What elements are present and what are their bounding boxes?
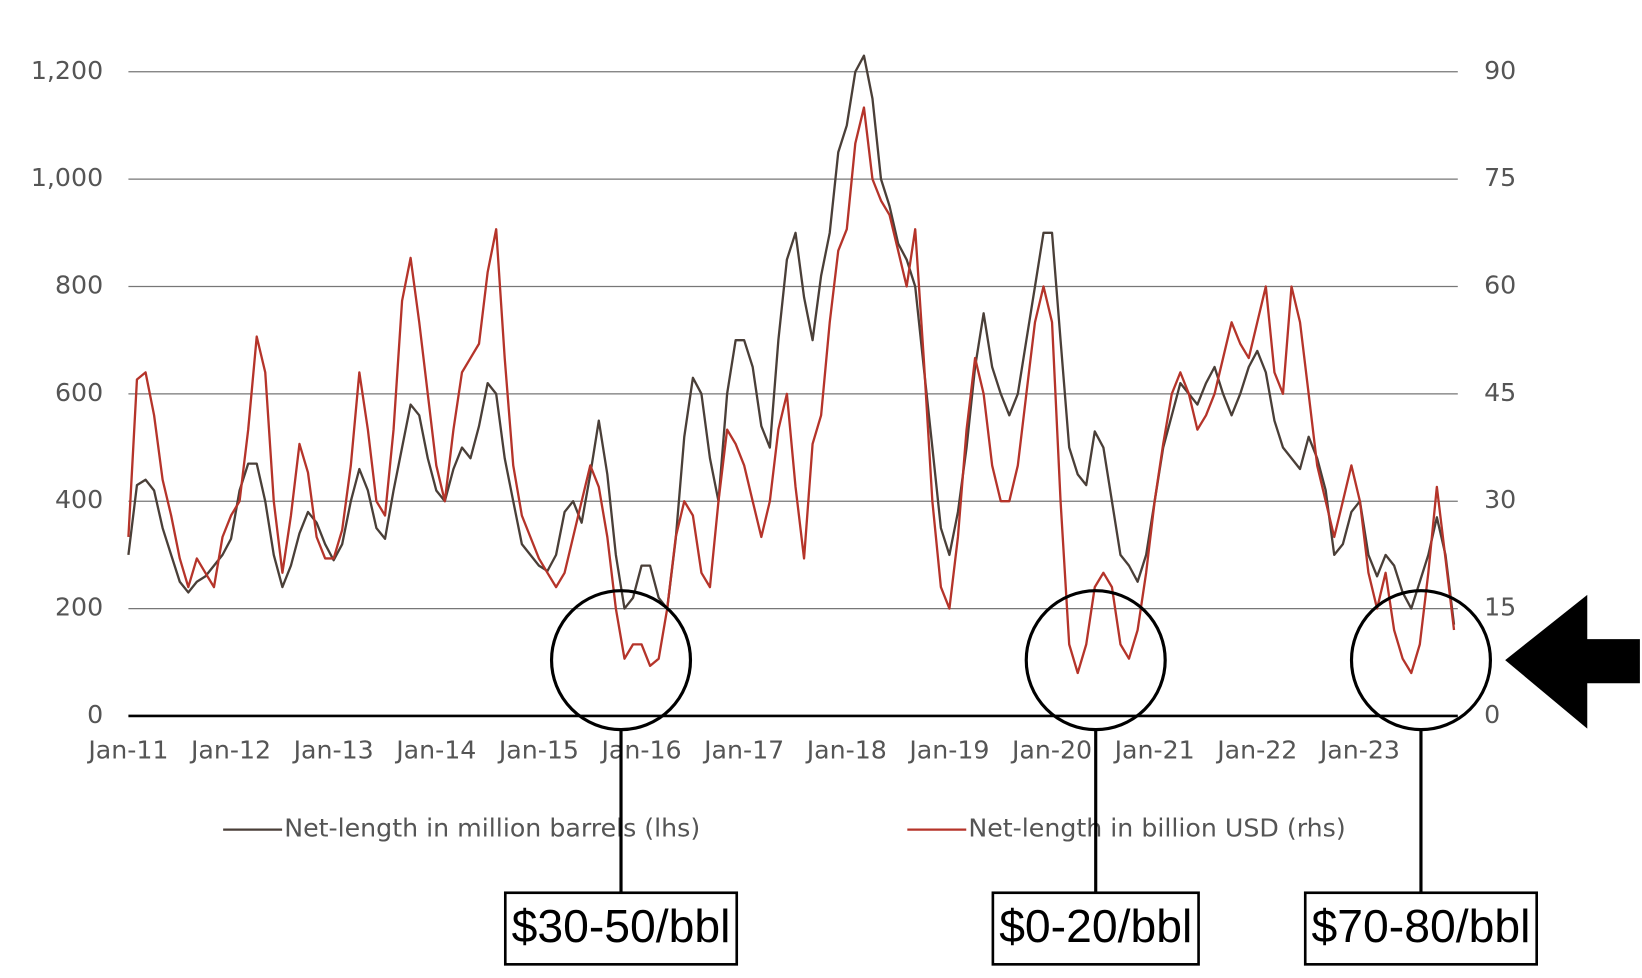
x-tick-label: Jan-11	[86, 736, 168, 765]
annotation-label: $0-20/bbl	[999, 900, 1192, 952]
x-tick-label: Jan-22	[1215, 736, 1297, 765]
series-line	[127, 106, 1456, 675]
x-tick-label: Jan-14	[394, 736, 476, 765]
x-tick-label: Jan-12	[189, 736, 271, 765]
highlight-circle	[1024, 589, 1167, 732]
x-tick-label: Jan-19	[907, 736, 989, 765]
x-tick-label: Jan-21	[1113, 736, 1195, 765]
x-tick-label: Jan-13	[292, 736, 374, 765]
arrow	[1505, 594, 1640, 729]
annotation-label: $30-50/bbl	[512, 900, 731, 952]
y2-tick-label: 0	[1484, 700, 1500, 729]
y-tick-label: 400	[55, 485, 103, 514]
legend-label: Net-length in million barrels (lhs)	[284, 814, 700, 843]
annotation-box	[503, 891, 739, 966]
annotation-box	[991, 891, 1200, 966]
x-tick-label: Jan-18	[805, 736, 887, 765]
y-tick-label: 800	[55, 270, 103, 299]
highlight-circle	[549, 589, 693, 732]
x-tick-label: Jan-15	[497, 736, 579, 765]
annotation-box	[1303, 891, 1538, 966]
y2-tick-label: 30	[1484, 485, 1516, 514]
highlight-circle	[1349, 589, 1493, 732]
series-line	[127, 54, 1456, 625]
y-tick-label: 200	[55, 593, 103, 622]
y2-tick-label: 75	[1484, 163, 1516, 192]
y2-tick-label: 15	[1484, 593, 1516, 622]
annotation-label: $70-80/bbl	[1312, 900, 1531, 952]
y2-tick-label: 60	[1484, 270, 1516, 299]
y-tick-label: 1,000	[31, 163, 103, 192]
legend-label: Net-length in billion USD (rhs)	[968, 814, 1345, 843]
y2-tick-label: 45	[1484, 378, 1516, 407]
x-tick-label: Jan-20	[1010, 736, 1092, 765]
y-tick-label: 0	[87, 700, 103, 729]
x-tick-label: Jan-23	[1318, 736, 1400, 765]
x-tick-label: Jan-16	[599, 736, 681, 765]
y-tick-label: 600	[55, 378, 103, 407]
y2-tick-label: 90	[1484, 56, 1516, 85]
y-tick-label: 1,200	[31, 56, 103, 85]
x-tick-label: Jan-17	[702, 736, 784, 765]
